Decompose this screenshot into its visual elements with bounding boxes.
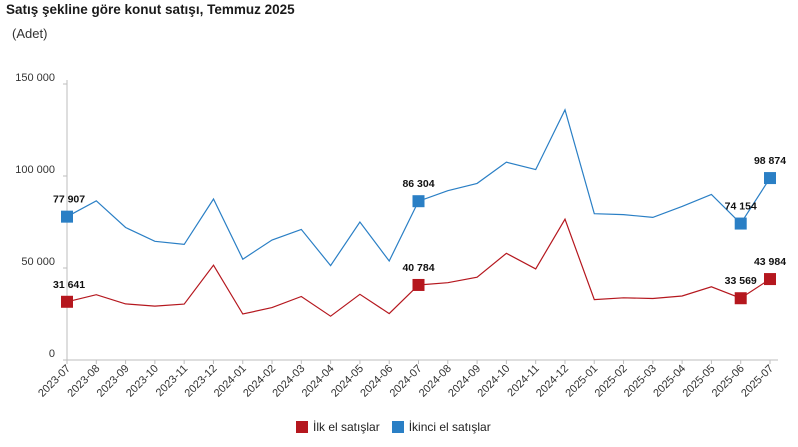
legend-item-ikinci-el[interactable]: İkinci el satışlar — [391, 420, 491, 434]
data-label: 43 984 — [754, 256, 786, 268]
series-marker — [764, 273, 776, 286]
data-label: 31 641 — [53, 279, 85, 291]
legend-label-ilk-el: İlk el satışlar — [313, 420, 380, 434]
legend: İlk el satışlar İkinci el satışlar — [296, 420, 503, 434]
data-label: 40 784 — [402, 262, 434, 274]
series-marker — [61, 210, 73, 223]
y-tick-label: 0 — [49, 348, 55, 360]
data-labels: 31 641 40 784 33 569 43 984 77 907 86 304 74 1… — [53, 155, 786, 291]
data-label: 86 304 — [402, 178, 434, 190]
chart-subtitle: (Adet) — [12, 26, 48, 41]
x-tick-label: 2023-10 — [124, 363, 161, 400]
legend-label-ikinci-el: İkinci el satışlar — [408, 420, 491, 434]
data-label: 77 907 — [53, 194, 85, 206]
legend-swatch-ikinci-el — [391, 421, 404, 433]
x-tick-label: 2025-07 — [739, 363, 776, 400]
data-label: 74 154 — [725, 201, 757, 213]
chart-axes — [66, 80, 778, 361]
data-label: 33 569 — [725, 275, 757, 287]
series-marker — [412, 278, 425, 291]
y-tick-label: 50 000 — [21, 256, 55, 268]
y-tick-label: 100 000 — [15, 164, 55, 176]
series-marker — [764, 172, 776, 185]
chart-title: Satış şekline göre konut satışı, Temmuz … — [6, 2, 295, 17]
data-label: 98 874 — [754, 155, 786, 167]
series-marker — [61, 295, 73, 308]
series-marker — [734, 292, 747, 305]
legend-item-ilk-el[interactable]: İlk el satışlar — [296, 420, 380, 434]
line-chart: 0 50 000 100 000 150 000 2023-072023-082023… — [15, 72, 786, 400]
series-marker — [412, 195, 425, 208]
x-axis-ticks: 2023-072023-082023-092023-102023-112023-… — [36, 360, 776, 400]
y-axis-ticks: 0 50 000 100 000 150 000 — [15, 72, 67, 361]
y-tick-label: 150 000 — [15, 72, 55, 84]
series-markers — [61, 172, 776, 308]
legend-swatch-ilk-el — [296, 421, 308, 433]
series-marker — [734, 217, 747, 230]
x-tick-label: 2024-10 — [475, 363, 512, 400]
